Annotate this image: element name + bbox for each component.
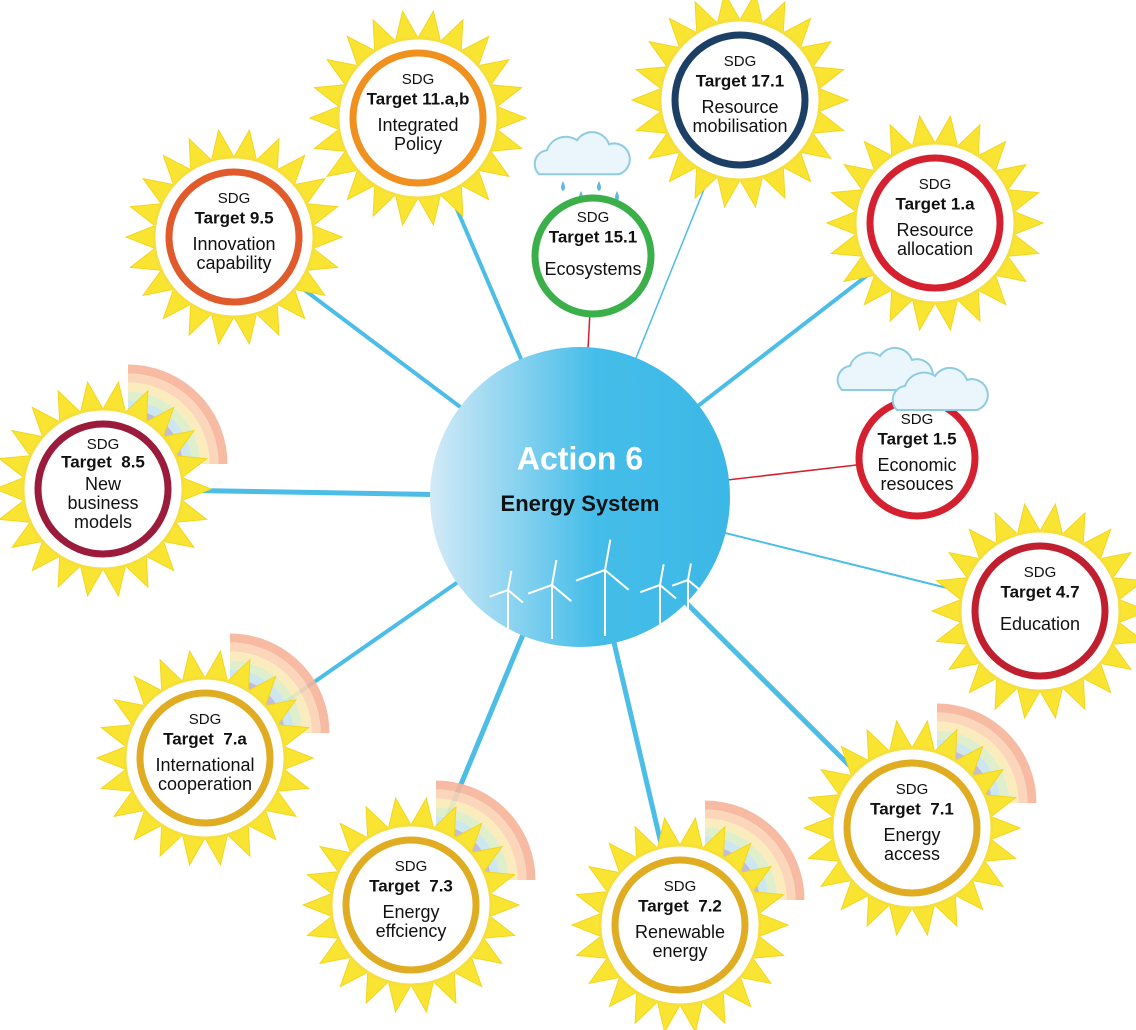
target-description: cooperation [158,774,252,794]
target-description: Resource [701,97,778,117]
target-description: Energy [883,825,940,845]
cloud [535,132,630,174]
sdg-label: SDG [402,71,435,88]
sdg-label: SDG [1024,564,1057,581]
target-label: Target 15.1 [549,227,638,246]
target-description: allocation [897,239,973,259]
target-description: Renewable [635,922,725,942]
sdg-node: SDGTarget 9.5 Innovationcapability [126,130,342,344]
hub-subtitle: Energy System [501,491,660,516]
target-label: Target 9.5 [194,208,273,227]
target-label: Target 7.a [163,729,247,748]
target-label: Target 7.2 [638,896,722,915]
sdg-label: SDG [664,878,697,895]
target-label: Target 4.7 [1000,582,1079,601]
target-description: New [85,474,122,494]
sdg-label: SDG [218,190,251,207]
target-description: International [155,755,254,775]
target-label: Target 7.3 [369,876,453,895]
sdg-label: SDG [395,858,428,875]
target-description: effciency [376,921,447,941]
target-description: mobilisation [692,116,787,136]
diagram: SDGTarget 11.a,bIntegratedPolicySDGTarge… [0,0,1136,1030]
sdg-label: SDG [724,53,757,70]
target-label: Target 11.a,b [367,89,470,108]
hub-title: Action 6 [517,440,643,476]
raindrop [597,181,601,191]
target-description: Ecosystems [544,259,641,279]
sdg-label: SDG [901,411,934,428]
target-label: Target 17.1 [696,71,785,90]
sdg-node: SDGTarget 7.a Internationalcooperation [97,638,325,865]
sdg-node: SDGTarget 7.1 Energyaccess [804,708,1032,935]
sdg-label: SDG [87,436,120,453]
hub: Action 6 Energy System [430,347,730,647]
target-description: Education [1000,614,1080,634]
target-description: access [884,844,940,864]
target-label: Target 8.5 [61,452,145,471]
target-description: Resource [896,220,973,240]
target-description: Energy [382,902,439,922]
target-description: energy [652,941,707,961]
target-description: Integrated [377,115,458,135]
target-description: capability [196,253,271,273]
sdg-label: SDG [896,781,929,798]
target-label: Target 1.5 [877,429,956,448]
target-description: resouces [880,474,953,494]
sdg-label: SDG [919,176,952,193]
sdg-node: SDGTarget 15.1 Ecosystems [535,132,651,314]
target-description: Economic [877,455,956,475]
target-label: Target 1.a [895,194,975,213]
target-description: business [67,493,138,513]
target-description: models [74,512,132,532]
sdg-label: SDG [189,711,222,728]
target-description: Policy [394,134,442,154]
target-label: Target 7.1 [870,799,954,818]
sdg-label: SDG [577,209,610,226]
raindrop [561,181,565,191]
target-description: Innovation [192,234,275,254]
